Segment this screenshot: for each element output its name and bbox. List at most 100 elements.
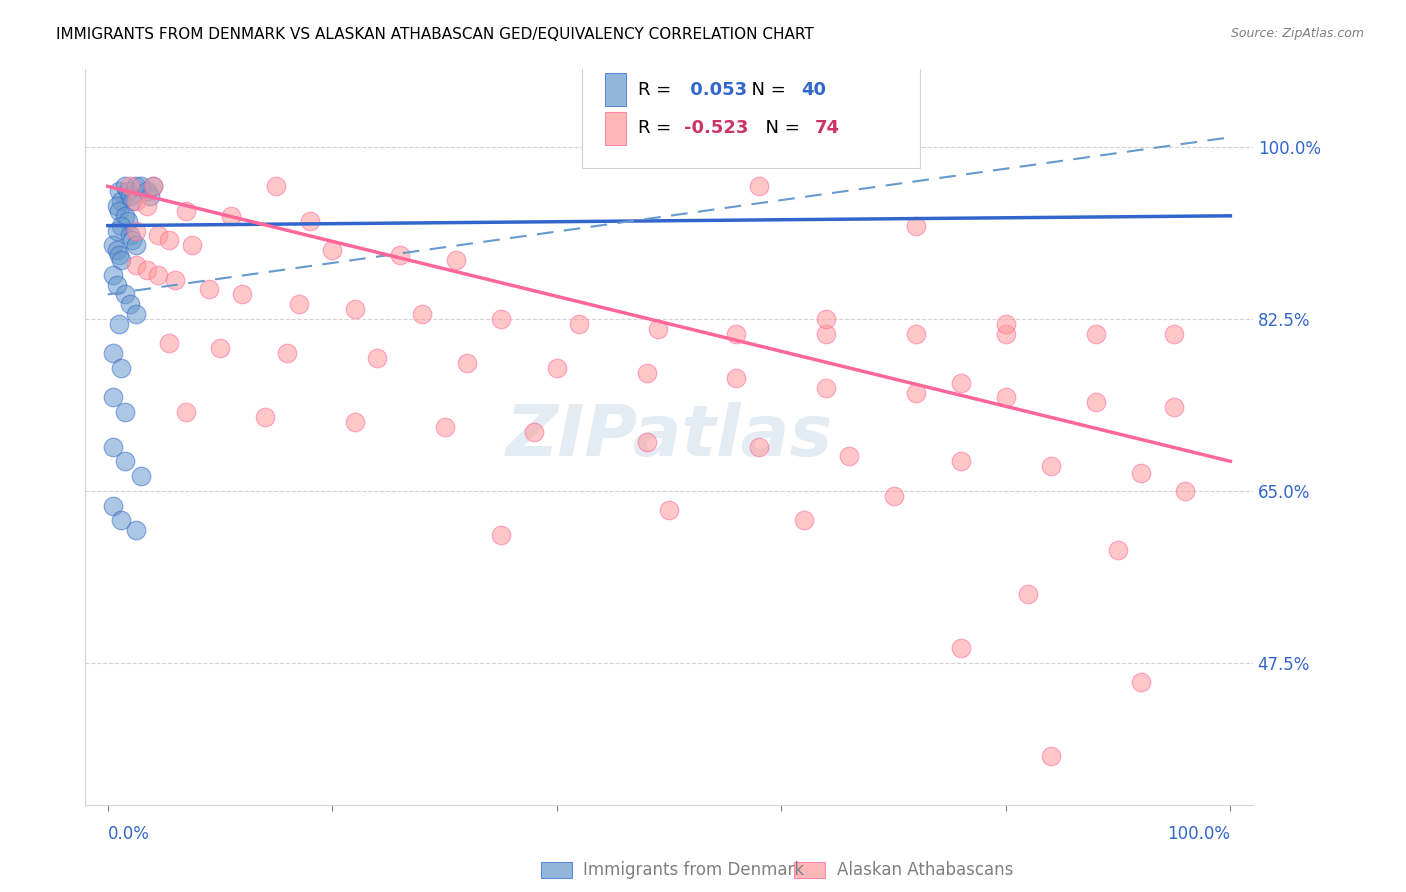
- Point: [523, 425, 546, 439]
- Point: [411, 307, 433, 321]
- Point: [110, 513, 132, 527]
- Text: 40: 40: [801, 80, 825, 99]
- Point: [125, 179, 148, 194]
- Point: [815, 381, 838, 395]
- Point: [103, 391, 125, 405]
- Text: Source: ZipAtlas.com: Source: ZipAtlas.com: [1230, 27, 1364, 40]
- Point: [1163, 326, 1185, 341]
- Point: [108, 248, 131, 262]
- Point: [159, 336, 181, 351]
- Point: [219, 209, 242, 223]
- Point: [120, 189, 142, 203]
- Point: [165, 273, 187, 287]
- Point: [1129, 466, 1152, 480]
- Point: [114, 209, 136, 223]
- Point: [253, 410, 276, 425]
- Point: [110, 194, 132, 208]
- FancyBboxPatch shape: [605, 72, 626, 106]
- Point: [125, 523, 148, 537]
- Point: [905, 326, 928, 341]
- Point: [366, 351, 388, 366]
- Point: [636, 434, 658, 449]
- Point: [838, 450, 860, 464]
- Point: [136, 199, 159, 213]
- FancyBboxPatch shape: [582, 65, 920, 168]
- Point: [148, 228, 170, 243]
- Point: [748, 440, 770, 454]
- Point: [131, 469, 153, 483]
- Point: [105, 223, 128, 237]
- Point: [1084, 326, 1107, 341]
- Point: [176, 405, 198, 419]
- Text: Alaskan Athabascans: Alaskan Athabascans: [837, 861, 1012, 879]
- Point: [883, 489, 905, 503]
- Point: [114, 179, 136, 194]
- Point: [456, 356, 478, 370]
- Text: -0.523: -0.523: [685, 120, 748, 137]
- Point: [725, 371, 748, 385]
- Point: [748, 179, 770, 194]
- Point: [125, 307, 148, 321]
- Point: [298, 213, 321, 227]
- Point: [105, 243, 128, 257]
- Point: [125, 258, 148, 272]
- Point: [949, 376, 972, 390]
- Point: [117, 213, 139, 227]
- Point: [103, 440, 125, 454]
- Point: [287, 297, 309, 311]
- Point: [905, 385, 928, 400]
- Point: [125, 238, 148, 252]
- Point: [114, 405, 136, 419]
- Point: [117, 184, 139, 198]
- Point: [131, 179, 153, 194]
- Point: [108, 203, 131, 218]
- Point: [546, 361, 568, 376]
- Point: [815, 312, 838, 326]
- Point: [1017, 587, 1039, 601]
- Point: [994, 317, 1017, 331]
- Point: [103, 268, 125, 282]
- Text: IMMIGRANTS FROM DENMARK VS ALASKAN ATHABASCAN GED/EQUIVALENCY CORRELATION CHART: IMMIGRANTS FROM DENMARK VS ALASKAN ATHAB…: [56, 27, 814, 42]
- Point: [949, 640, 972, 655]
- Point: [1039, 748, 1062, 763]
- Point: [136, 184, 159, 198]
- Point: [1163, 401, 1185, 415]
- Point: [142, 179, 165, 194]
- Point: [208, 342, 231, 356]
- Point: [108, 184, 131, 198]
- Point: [139, 189, 162, 203]
- Point: [120, 228, 142, 243]
- Point: [125, 194, 148, 208]
- Point: [264, 179, 287, 194]
- Point: [636, 366, 658, 380]
- Text: 100.0%: 100.0%: [1167, 824, 1230, 843]
- Point: [110, 361, 132, 376]
- Text: R =: R =: [637, 120, 676, 137]
- Point: [108, 317, 131, 331]
- Point: [1039, 459, 1062, 474]
- FancyBboxPatch shape: [605, 112, 626, 145]
- Point: [321, 243, 343, 257]
- Point: [343, 302, 366, 317]
- Point: [489, 312, 512, 326]
- Point: [815, 326, 838, 341]
- Point: [114, 287, 136, 301]
- Point: [905, 219, 928, 233]
- Point: [110, 219, 132, 233]
- Point: [121, 194, 143, 208]
- Point: [433, 420, 456, 434]
- Point: [103, 238, 125, 252]
- Point: [148, 268, 170, 282]
- Point: [343, 415, 366, 429]
- Text: 0.053: 0.053: [685, 80, 748, 99]
- Point: [125, 223, 148, 237]
- Point: [197, 283, 219, 297]
- Text: Immigrants from Denmark: Immigrants from Denmark: [583, 861, 804, 879]
- Text: 74: 74: [815, 120, 839, 137]
- Point: [793, 513, 815, 527]
- Point: [276, 346, 298, 360]
- Point: [994, 326, 1017, 341]
- Point: [658, 503, 681, 517]
- Point: [388, 248, 411, 262]
- Text: R =: R =: [637, 80, 676, 99]
